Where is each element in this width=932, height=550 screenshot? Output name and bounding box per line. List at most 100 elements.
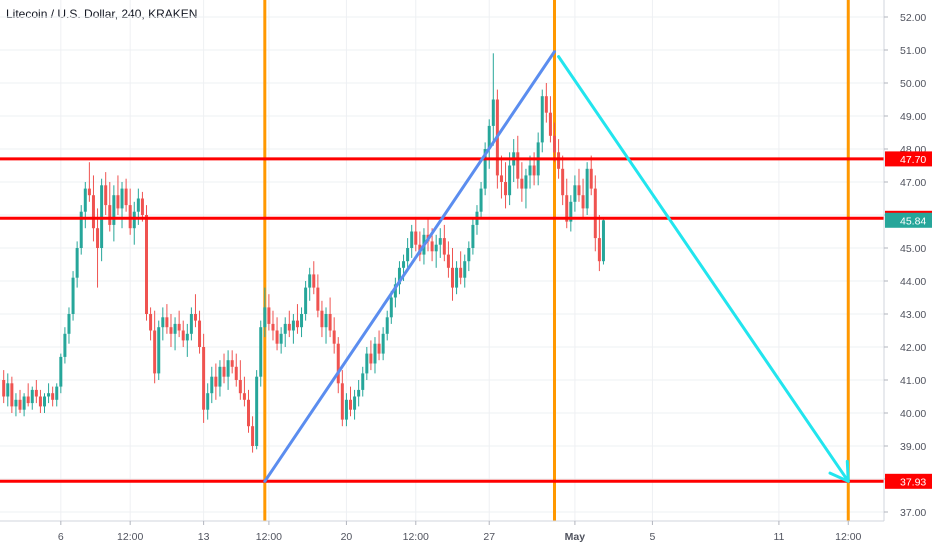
candle-body	[222, 366, 226, 377]
time-axis[interactable]	[0, 520, 932, 550]
candle-body	[287, 323, 291, 331]
candle-body	[47, 393, 51, 397]
candle-body	[34, 389, 38, 397]
candle-body	[320, 310, 324, 328]
time-tick-label: 5	[649, 531, 655, 543]
candle-body	[524, 175, 528, 189]
candle-body	[230, 360, 234, 367]
candle-body	[59, 356, 63, 387]
time-tick-label: May	[565, 531, 586, 543]
price-tick-label: 50.00	[900, 78, 926, 90]
candle-body	[108, 205, 112, 225]
candle-body	[26, 396, 30, 404]
candle-body	[573, 185, 577, 202]
horizontal-levels[interactable]	[0, 157, 884, 483]
price-tick-label: 45.00	[900, 243, 926, 255]
candle-body	[430, 241, 434, 252]
candle-body	[14, 399, 18, 407]
candle-body	[446, 254, 450, 268]
candle-body	[295, 320, 299, 328]
candle-body	[112, 195, 116, 225]
candle-body	[565, 195, 569, 222]
candle-body	[528, 165, 532, 176]
candle-body	[100, 185, 104, 248]
candle-body	[234, 366, 238, 380]
time-tick-label: 27	[483, 531, 495, 543]
candle-body	[291, 320, 295, 331]
candle-body	[601, 220, 605, 262]
candle-body	[553, 135, 556, 153]
candle-body	[96, 228, 100, 248]
trend-lines[interactable]	[263, 50, 850, 483]
candle-body	[336, 343, 340, 384]
price-axis[interactable]	[883, 0, 932, 550]
time-tick-label: 11	[773, 531, 784, 543]
candle-body	[255, 376, 259, 446]
candle-body	[471, 224, 475, 248]
candle-body	[544, 96, 548, 113]
level-badge: 47.70	[900, 154, 926, 166]
candle-body	[300, 314, 304, 328]
candle-body	[316, 287, 320, 311]
candle-body	[381, 333, 385, 354]
candle-body	[455, 267, 459, 288]
current-price-badge-bg	[885, 212, 932, 228]
candle-body	[43, 396, 46, 407]
candle-body	[344, 399, 348, 420]
candle-body	[283, 323, 287, 334]
candle-body	[557, 152, 561, 169]
candle-body	[451, 267, 454, 288]
time-tick-label: 12:00	[117, 531, 143, 543]
candle-body	[218, 366, 222, 387]
candle-body	[271, 323, 275, 331]
price-tick-label: 47.00	[900, 177, 926, 189]
candle-body	[214, 376, 218, 387]
candle-body	[181, 330, 185, 341]
price-tick-label: 49.00	[900, 111, 926, 123]
candle-body	[499, 175, 503, 182]
candle-body	[304, 287, 308, 314]
candle-body	[393, 284, 397, 298]
candle-body	[308, 274, 312, 288]
current-price-badge: 45.84	[900, 215, 926, 227]
candle-body	[18, 399, 22, 410]
candle-body	[279, 333, 283, 344]
candle-body	[312, 274, 316, 288]
candle-body	[442, 238, 446, 255]
price-tick-label: 39.00	[900, 441, 926, 453]
time-tick-label: 12:00	[256, 531, 282, 543]
candle-body	[532, 165, 536, 176]
price-tick-label: 40.00	[900, 408, 926, 420]
candle-body	[10, 383, 14, 407]
candle-body	[104, 185, 108, 206]
candle-body	[161, 317, 165, 328]
candle-body	[357, 389, 361, 397]
candle-body	[332, 330, 336, 344]
candle-body	[75, 248, 79, 278]
candle-body	[226, 360, 230, 377]
candle-body	[177, 323, 181, 331]
candle-body	[414, 231, 418, 245]
candle-body	[402, 261, 406, 268]
candle-body	[369, 353, 373, 364]
candle-body	[324, 314, 328, 328]
candle-body	[504, 182, 508, 196]
candle-body	[67, 314, 71, 334]
trend-arrow-head	[828, 459, 850, 483]
candle-body	[540, 96, 544, 143]
price-tick-label: 37.00	[900, 507, 926, 519]
candle-body	[91, 195, 95, 229]
candle-body	[410, 231, 414, 248]
candle-body	[6, 383, 10, 397]
candles	[2, 53, 605, 453]
candle-body	[30, 389, 34, 404]
candle-body	[349, 399, 352, 410]
candle-body	[149, 314, 153, 331]
candle-body	[267, 307, 271, 324]
level-badge-bg	[885, 151, 932, 167]
candle-body	[38, 396, 42, 407]
vertical-markers	[263, 0, 850, 521]
candle-body	[361, 373, 365, 390]
candle-body	[589, 168, 593, 189]
